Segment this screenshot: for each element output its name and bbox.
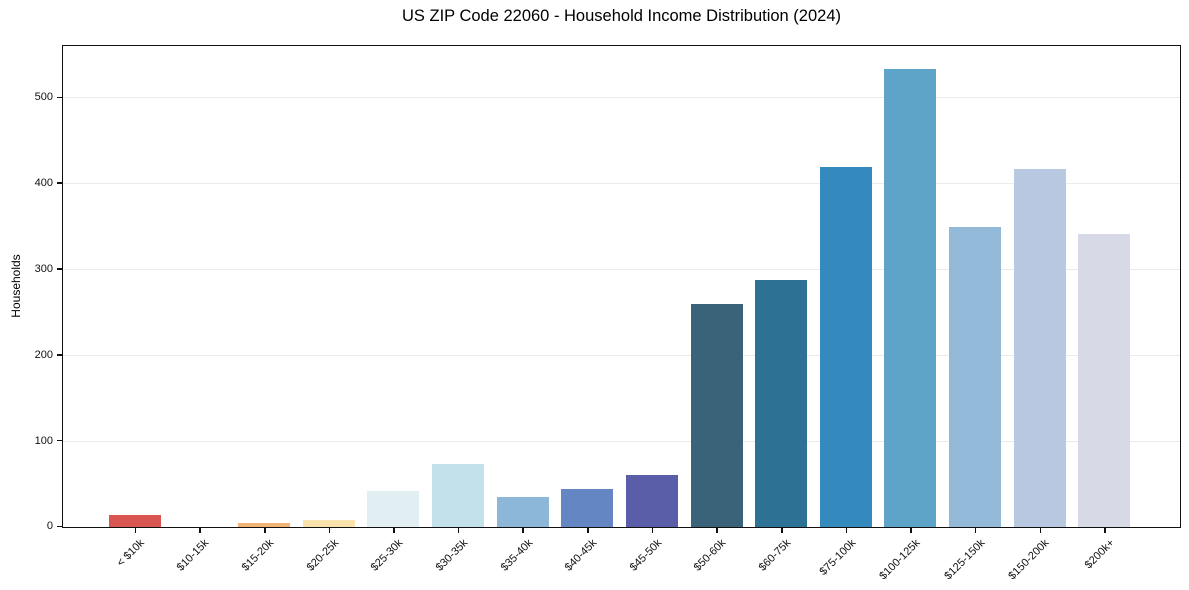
x-tick-mark bbox=[1104, 528, 1106, 533]
x-tick-label-text: $45-50k bbox=[627, 537, 665, 574]
bar bbox=[884, 68, 937, 527]
y-tick-mark bbox=[57, 439, 62, 442]
x-tick-label-text: $200k+ bbox=[1082, 537, 1117, 572]
y-tick-label: 0 bbox=[46, 520, 53, 533]
x-tick-mark bbox=[134, 528, 137, 533]
x-tick-mark bbox=[1039, 528, 1042, 533]
gridline bbox=[63, 440, 1180, 442]
y-tick-mark bbox=[57, 268, 62, 270]
gridline bbox=[63, 183, 1180, 185]
y-tick-mark bbox=[57, 96, 62, 99]
bar bbox=[949, 226, 1002, 527]
bar bbox=[432, 463, 485, 527]
x-tick-label-text: < $10k bbox=[114, 537, 147, 570]
gridline bbox=[63, 354, 1180, 356]
gridline bbox=[63, 269, 1180, 271]
x-tick-label-text: $25-30k bbox=[368, 537, 406, 574]
x-tick-label-text: $30-35k bbox=[433, 537, 471, 574]
x-tick-mark bbox=[974, 528, 977, 533]
x-tick-label-text: $35-40k bbox=[498, 537, 535, 574]
x-tick-mark bbox=[716, 528, 718, 533]
x-tick-label-text: $15-20k bbox=[239, 537, 277, 574]
y-tick-label: 500 bbox=[34, 91, 53, 104]
bar bbox=[755, 279, 808, 527]
y-tick-mark bbox=[57, 525, 62, 528]
x-tick-mark bbox=[587, 528, 589, 533]
x-tick-label-text: $20-25k bbox=[304, 537, 341, 574]
bar bbox=[625, 474, 678, 527]
x-tick-label-text: $60-75k bbox=[756, 537, 794, 574]
x-tick-mark bbox=[910, 528, 912, 533]
x-tick-mark bbox=[199, 528, 201, 533]
x-tick-label-text: $100-125k bbox=[877, 537, 923, 583]
x-tick-mark bbox=[328, 528, 331, 533]
x-tick-label-text: $75-100k bbox=[816, 537, 858, 578]
x-tick-mark bbox=[263, 528, 266, 533]
x-tick-label-text: $10-15k bbox=[175, 537, 212, 574]
y-tick-label: 200 bbox=[34, 348, 53, 361]
bar bbox=[496, 496, 549, 527]
bar bbox=[561, 489, 614, 527]
bar bbox=[302, 520, 355, 527]
bar bbox=[1013, 169, 1066, 527]
bar bbox=[1078, 234, 1131, 527]
y-tick-mark bbox=[57, 182, 62, 184]
x-tick-mark bbox=[393, 528, 395, 533]
x-tick-mark bbox=[457, 528, 460, 533]
y-tick-label: 400 bbox=[34, 177, 53, 190]
bar bbox=[819, 167, 872, 527]
x-tick-mark bbox=[781, 528, 783, 533]
bar bbox=[108, 515, 161, 527]
x-tick-mark bbox=[651, 528, 654, 533]
x-tick-label-text: $40-45k bbox=[562, 537, 600, 574]
chart-title: US ZIP Code 22060 - Household Income Dis… bbox=[401, 7, 841, 25]
gridline bbox=[63, 97, 1180, 99]
bar bbox=[367, 490, 420, 527]
x-tick-label-text: $150-200k bbox=[1006, 537, 1052, 583]
x-tick-mark bbox=[845, 528, 848, 533]
bar bbox=[690, 303, 743, 527]
x-tick-label-text: $125-150k bbox=[941, 537, 988, 583]
y-tick-mark bbox=[57, 353, 62, 356]
x-tick-mark bbox=[522, 528, 525, 533]
bar bbox=[238, 522, 291, 527]
plot-area bbox=[62, 45, 1181, 528]
y-tick-label: 300 bbox=[34, 262, 53, 275]
y-tick-label: 100 bbox=[34, 434, 53, 447]
x-tick-label-text: $50-60k bbox=[692, 537, 729, 574]
